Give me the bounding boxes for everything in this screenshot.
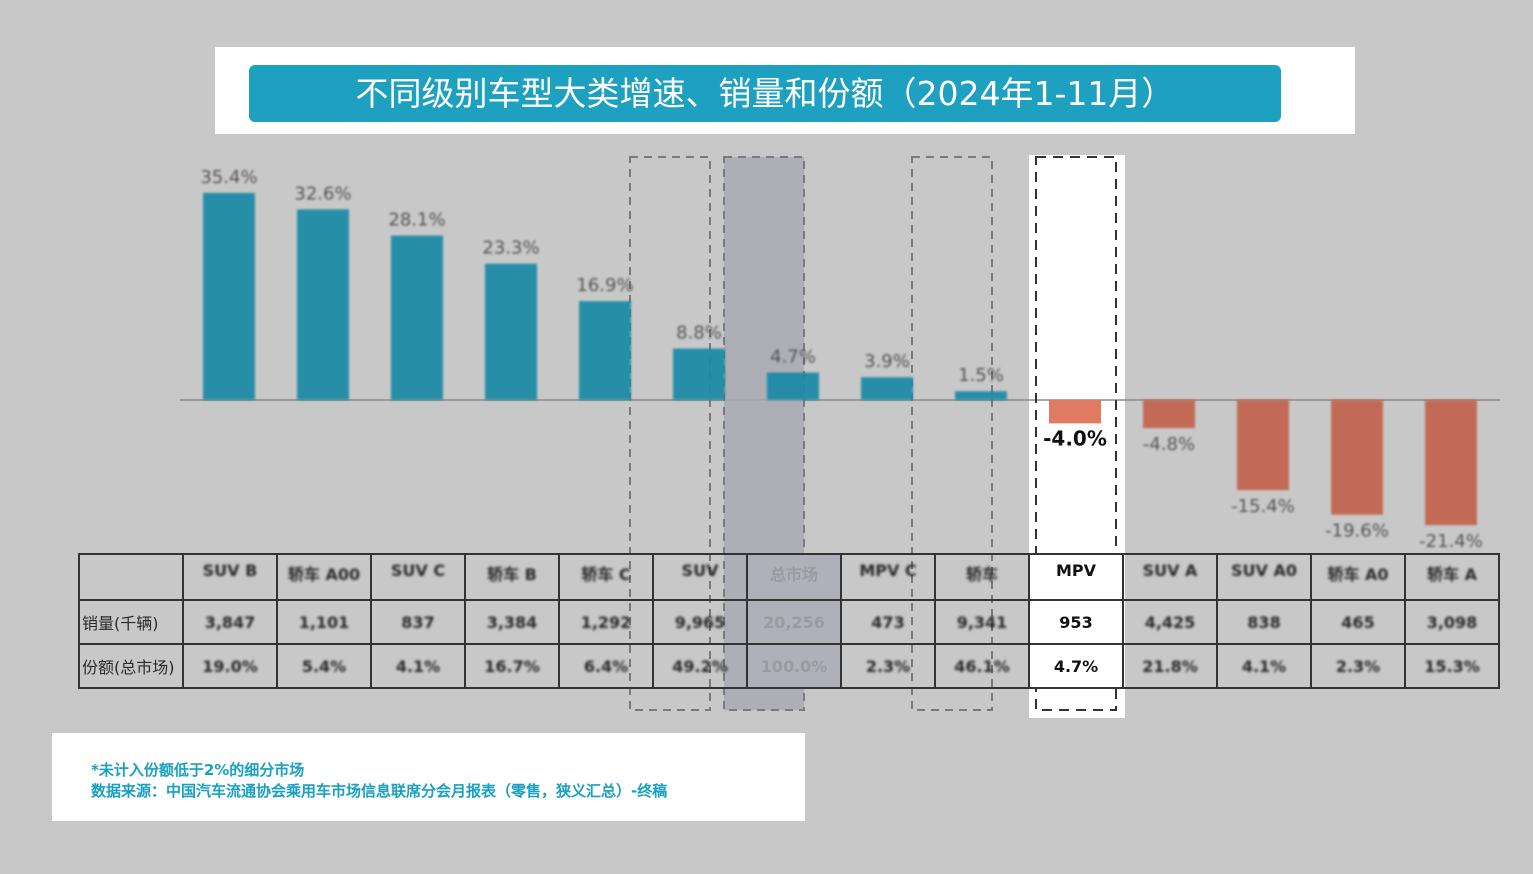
table-cell-sales: 465 <box>1310 599 1406 645</box>
table-column-header: MPV C <box>840 553 936 601</box>
table-column-header: 轿车 A0 <box>1310 553 1406 601</box>
title-panel: 不同级别车型大类增速、销量和份额（2024年1-11月） <box>215 47 1355 134</box>
table-cell-sales: 473 <box>840 599 936 645</box>
table-corner-cell <box>78 553 184 601</box>
table-cell-sales: 953 <box>1028 599 1124 645</box>
bar <box>1331 400 1383 515</box>
table-cell-share: 46.1% <box>934 643 1030 689</box>
table-cell-share: 49.2% <box>652 643 748 689</box>
table-cell-sales: 4,425 <box>1122 599 1218 645</box>
table-cell-sales: 3,384 <box>464 599 560 645</box>
table-column-header: SUV A <box>1122 553 1218 601</box>
table-column-header: 轿车 <box>934 553 1030 601</box>
bar-data-label: 3.9% <box>864 351 910 372</box>
bar-data-label: 35.4% <box>200 167 257 188</box>
bar <box>579 301 631 400</box>
mpv-focus-outline <box>1035 156 1117 711</box>
table-cell-sales: 3,098 <box>1404 599 1500 645</box>
table-cell-sales: 9,341 <box>934 599 1030 645</box>
footnote-exclusion: *未计入份额低于2%的细分市场 <box>91 761 305 779</box>
table-cell-sales: 3,847 <box>182 599 278 645</box>
row-header-sales: 销量(千辆) <box>78 599 184 645</box>
bar-data-label: -4.0% <box>1043 426 1107 450</box>
bar <box>1049 400 1101 424</box>
table-column-header: 轿车 C <box>558 553 654 601</box>
bar-data-label: -19.6% <box>1325 521 1389 542</box>
bar <box>1143 400 1195 429</box>
table-cell-sales: 20,256 <box>746 599 842 645</box>
bar <box>955 391 1007 400</box>
bar-data-label: 8.8% <box>676 323 722 344</box>
table-cell-share: 2.3% <box>840 643 936 689</box>
bar <box>203 192 255 400</box>
bar-data-label: 16.9% <box>576 275 633 296</box>
bar <box>1237 400 1289 491</box>
dashed-group-outline <box>629 156 711 711</box>
bar <box>391 235 443 400</box>
row-header-shares: 份额(总市场) <box>78 643 184 689</box>
table-column-header: 轿车 A00 <box>276 553 372 601</box>
footnote-panel: *未计入份额低于2%的细分市场 数据来源：中国汽车流通协会乘用车市场信息联席分会… <box>52 733 805 821</box>
table-cell-share: 5.4% <box>276 643 372 689</box>
bar-data-label: -15.4% <box>1231 496 1295 517</box>
table-column-header: SUV C <box>370 553 466 601</box>
bar-data-label: 4.7% <box>770 347 816 368</box>
table-cell-share: 4.1% <box>1216 643 1312 689</box>
table-cell-share: 6.4% <box>558 643 654 689</box>
bar-data-label: 1.5% <box>958 365 1004 386</box>
bar <box>861 377 913 400</box>
table-row-sales: 销量(千辆) 3,847 1,101 837 3,384 1,292 9,965 20,25… <box>78 599 1500 645</box>
bar <box>673 348 725 400</box>
bar <box>767 372 819 400</box>
table-column-header: 总市场 <box>746 553 842 601</box>
sales-share-table: SUV B 轿车 A00 SUV C 轿车 B 轿车 C SUV 总市场 MPV C 轿车 MPV… <box>78 553 1500 689</box>
table-cell-sales: 9,965 <box>652 599 748 645</box>
table-cell-share: 2.3% <box>1310 643 1406 689</box>
table-row-shares: 份额(总市场) 19.0% 5.4% 4.1% 16.7% 6.4% 49.2% 100.0… <box>78 643 1500 689</box>
bar <box>1425 400 1477 526</box>
table-cell-share: 4.1% <box>370 643 466 689</box>
footnote-source: 数据来源：中国汽车流通协会乘用车市场信息联席分会月报表（零售，狭义汇总）-终稿 <box>91 782 668 800</box>
bar-data-label: 23.3% <box>482 238 539 259</box>
bar-data-label: 28.1% <box>388 210 445 231</box>
table-column-header: 轿车 B <box>464 553 560 601</box>
table-header-row: SUV B 轿车 A00 SUV C 轿车 B 轿车 C SUV 总市场 MPV C 轿车 MPV… <box>78 553 1500 601</box>
table-column-header: MPV <box>1028 553 1124 601</box>
bar <box>297 209 349 400</box>
bar <box>485 263 537 400</box>
table-column-header: SUV A0 <box>1216 553 1312 601</box>
table-cell-sales: 837 <box>370 599 466 645</box>
table-column-header: SUV B <box>182 553 278 601</box>
table-cell-share: 4.7% <box>1028 643 1124 689</box>
table-cell-share: 19.0% <box>182 643 278 689</box>
bar-data-label: -21.4% <box>1419 531 1483 552</box>
table-cell-share: 21.8% <box>1122 643 1218 689</box>
table-cell-sales: 1,101 <box>276 599 372 645</box>
table-cell-sales: 838 <box>1216 599 1312 645</box>
table-cell-share: 100.0% <box>746 643 842 689</box>
table-cell-sales: 1,292 <box>558 599 654 645</box>
table-cell-share: 15.3% <box>1404 643 1500 689</box>
bar-data-label: -4.8% <box>1143 434 1195 455</box>
dashed-group-outline <box>911 156 993 711</box>
table-column-header: 轿车 A <box>1404 553 1500 601</box>
table-cell-share: 16.7% <box>464 643 560 689</box>
table-column-header: SUV <box>652 553 748 601</box>
bar-data-label: 32.6% <box>294 183 351 204</box>
chart-title: 不同级别车型大类增速、销量和份额（2024年1-11月） <box>249 65 1281 122</box>
